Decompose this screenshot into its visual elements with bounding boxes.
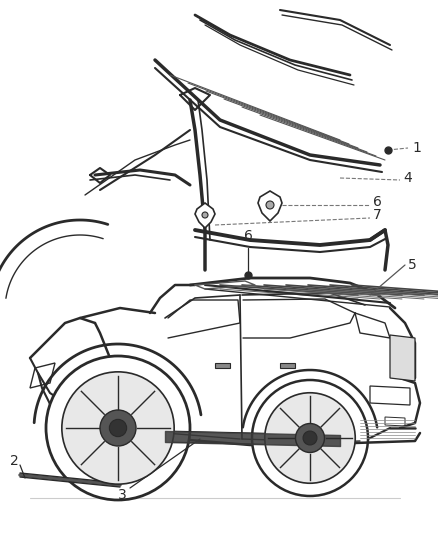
Circle shape <box>265 393 355 483</box>
Text: 6: 6 <box>373 195 382 209</box>
Circle shape <box>100 410 136 446</box>
Polygon shape <box>280 363 295 368</box>
Polygon shape <box>370 386 410 405</box>
Polygon shape <box>215 363 230 368</box>
Circle shape <box>62 372 174 484</box>
Circle shape <box>303 431 317 445</box>
Circle shape <box>110 419 127 437</box>
Polygon shape <box>30 363 55 388</box>
Polygon shape <box>258 191 282 221</box>
Circle shape <box>202 212 208 218</box>
Polygon shape <box>390 335 415 381</box>
Polygon shape <box>195 203 215 228</box>
Polygon shape <box>385 417 405 426</box>
Text: 2: 2 <box>10 454 19 468</box>
Circle shape <box>266 201 274 209</box>
Circle shape <box>252 380 368 496</box>
Circle shape <box>46 356 190 500</box>
Text: 4: 4 <box>403 171 412 185</box>
Text: 5: 5 <box>408 258 417 272</box>
Text: 3: 3 <box>118 488 127 502</box>
Circle shape <box>296 424 325 453</box>
Text: 1: 1 <box>412 141 421 155</box>
Text: 6: 6 <box>244 229 252 243</box>
Text: 7: 7 <box>373 208 382 222</box>
